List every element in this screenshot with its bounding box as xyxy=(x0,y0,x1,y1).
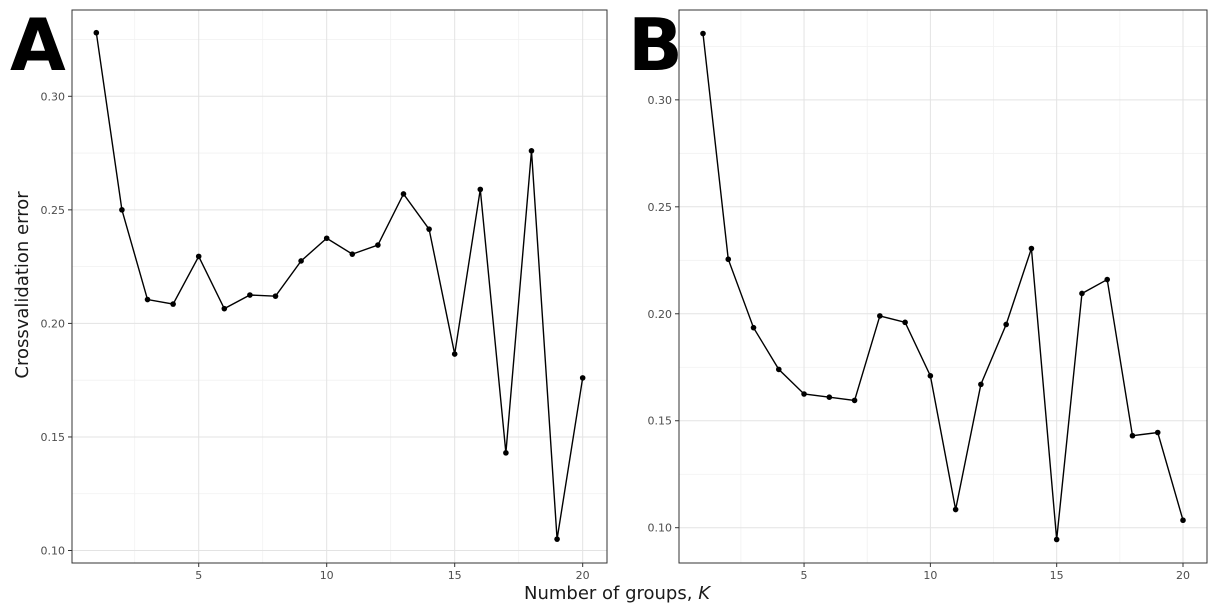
data-point xyxy=(221,305,228,312)
data-point xyxy=(851,397,858,404)
panel-b: 5 10 15 20 0.10 0.15 0.20 0.25 0.30 B xyxy=(628,3,1208,582)
data-point xyxy=(1104,276,1111,283)
data-point xyxy=(1028,245,1035,252)
data-point xyxy=(1129,432,1136,439)
data-point xyxy=(1154,429,1161,436)
panel-letter: B xyxy=(628,3,683,87)
data-point xyxy=(144,296,151,303)
panel-border xyxy=(678,9,1208,564)
data-point xyxy=(93,29,100,36)
y-tick-label: 0.25 xyxy=(41,204,66,217)
data-point xyxy=(700,30,706,37)
data-point xyxy=(503,450,509,456)
plot-area xyxy=(679,10,1207,563)
data-point xyxy=(477,186,484,193)
data-point xyxy=(579,375,586,381)
x-axis-title: Number of groups, K xyxy=(524,583,711,604)
panel-letter: A xyxy=(10,3,66,87)
data-point xyxy=(426,226,432,232)
x-tick-label: 5 xyxy=(195,569,202,582)
data-point xyxy=(400,191,407,197)
data-point xyxy=(927,373,934,379)
data-point xyxy=(1053,536,1060,543)
panel-a: 5 10 15 20 0.10 0.15 0.20 0.25 0.30 A xyxy=(10,3,608,582)
series-line xyxy=(95,32,584,540)
data-point xyxy=(826,394,833,401)
y-tick-label: 0.10 xyxy=(41,545,66,558)
data-point xyxy=(272,293,279,299)
data-point xyxy=(323,235,330,242)
data-point xyxy=(375,242,381,248)
data-point xyxy=(1003,321,1009,328)
data-point xyxy=(978,381,984,388)
x-tick-label: 15 xyxy=(1050,569,1064,582)
data-point xyxy=(775,366,782,373)
y-tick-label: 0.20 xyxy=(648,308,673,321)
data-point xyxy=(247,292,253,298)
y-axis-title: Crossvalidation error xyxy=(12,191,33,379)
y-tick-label: 0.30 xyxy=(648,94,673,107)
y-tick-label: 0.30 xyxy=(41,90,66,103)
data-point xyxy=(801,391,807,397)
y-tick-label: 0.20 xyxy=(41,317,66,330)
data-point xyxy=(170,301,176,307)
data-point xyxy=(195,253,202,260)
x-tick-label: 10 xyxy=(923,569,937,582)
data-point xyxy=(750,324,757,331)
series-line xyxy=(702,33,1184,540)
data-point xyxy=(952,506,959,513)
data-point xyxy=(554,536,560,542)
data-point xyxy=(119,207,125,213)
data-point xyxy=(349,251,356,257)
x-tick-label: 20 xyxy=(1176,569,1190,582)
data-point xyxy=(528,148,535,154)
x-tick-label: 15 xyxy=(448,569,462,582)
x-tick-label: 5 xyxy=(801,569,808,582)
x-tick-label: 20 xyxy=(576,569,590,582)
data-point xyxy=(877,313,883,319)
panel-border xyxy=(71,9,608,564)
y-tick-label: 0.15 xyxy=(41,431,66,444)
data-point xyxy=(298,258,304,264)
y-tick-label: 0.15 xyxy=(648,415,673,428)
plot-area xyxy=(72,10,607,563)
data-point xyxy=(902,319,908,326)
data-point xyxy=(725,256,732,263)
data-point xyxy=(1180,517,1186,524)
data-point xyxy=(451,351,458,357)
data-point xyxy=(1079,290,1085,297)
x-tick-label: 10 xyxy=(320,569,334,582)
y-tick-label: 0.10 xyxy=(648,522,673,535)
y-tick-label: 0.25 xyxy=(648,201,673,214)
